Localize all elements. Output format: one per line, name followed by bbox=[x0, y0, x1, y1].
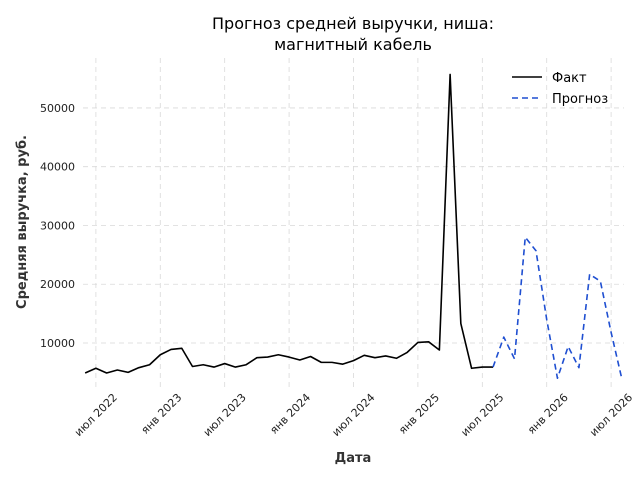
y-tick-label: 30000 bbox=[40, 219, 75, 232]
legend-label-forecast: Прогноз bbox=[552, 92, 608, 107]
y-tick-label: 50000 bbox=[40, 102, 75, 115]
y-axis-label: Средняя выручка, руб. bbox=[15, 135, 30, 309]
y-tick-label: 10000 bbox=[40, 337, 75, 350]
x-tick-label: июл 2024 bbox=[330, 391, 378, 439]
x-tick-label: июл 2025 bbox=[458, 391, 506, 439]
legend: Факт Прогноз bbox=[512, 71, 608, 107]
series-line-fact bbox=[84, 73, 494, 374]
grid bbox=[83, 58, 624, 390]
data-point-forecast bbox=[599, 280, 601, 282]
data-point-forecast bbox=[524, 236, 526, 238]
x-tick-label: июл 2023 bbox=[201, 391, 249, 439]
chart-title-line-2: магнитный кабель bbox=[274, 35, 432, 54]
data-point-forecast bbox=[567, 345, 569, 347]
chart-title-line-1: Прогноз средней выручки, ниша: bbox=[212, 14, 494, 33]
series-lines bbox=[84, 73, 623, 380]
x-tick-label: июл 2026 bbox=[587, 391, 635, 439]
y-tick-label: 20000 bbox=[40, 278, 75, 291]
x-tick-label: янв 2026 bbox=[525, 391, 571, 437]
series-line-forecast bbox=[492, 236, 623, 380]
y-axis-ticks: 10000 20000 30000 40000 50000 bbox=[40, 102, 75, 350]
x-tick-label: янв 2024 bbox=[267, 391, 313, 437]
y-tick-label: 40000 bbox=[40, 161, 75, 174]
data-point-forecast bbox=[621, 378, 623, 380]
legend-label-fact: Факт bbox=[552, 71, 587, 86]
x-tick-label: янв 2025 bbox=[396, 391, 442, 437]
x-tick-label: июл 2022 bbox=[72, 391, 120, 439]
x-axis-label: Дата bbox=[335, 451, 372, 466]
x-tick-label: янв 2023 bbox=[139, 391, 185, 437]
x-axis-ticks: июл 2022 янв 2023 июл 2023 янв 2024 июл 2024… bbox=[72, 391, 635, 439]
